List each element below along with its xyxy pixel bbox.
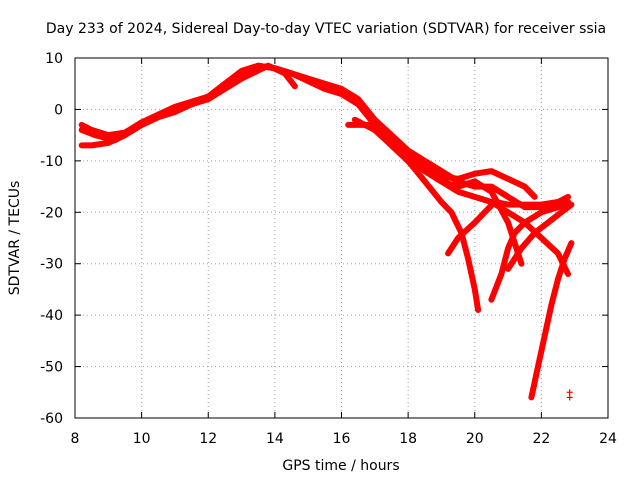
series-arc-6: [388, 142, 482, 313]
y-tick-label: -10: [40, 154, 63, 170]
y-tick-label: -40: [40, 308, 63, 324]
series-arc-10: [505, 201, 575, 272]
chart-title: Day 233 of 2024, Sidereal Day-to-day VTE…: [46, 21, 606, 37]
plus-marker: [566, 389, 573, 396]
x-tick-label: 14: [266, 431, 284, 447]
x-axis-label: GPS time / hours: [282, 458, 399, 474]
x-tick-label: 20: [466, 431, 484, 447]
x-tick-label: 16: [333, 431, 351, 447]
y-tick-label: -50: [40, 360, 63, 376]
ticks: [74, 57, 609, 419]
series-arc-9: [528, 240, 575, 401]
series-arc-4: [345, 121, 571, 277]
series-arc-1: [78, 62, 538, 200]
y-tick-label: -30: [40, 257, 63, 273]
y-tick-label: 0: [54, 102, 63, 118]
x-tick-labels: 8 10 12 14 16 18 20 22 24: [71, 431, 617, 447]
y-axis-label: SDTVAR / TECUs: [7, 181, 23, 296]
x-tick-label: 8: [71, 431, 80, 447]
x-tick-label: 24: [599, 431, 617, 447]
plus-marker: [566, 394, 573, 401]
y-tick-labels: -60 -50 -40 -30 -20 -10 0 10: [40, 51, 63, 427]
y-tick-label: -20: [40, 205, 63, 221]
y-tick-label: -60: [40, 411, 63, 427]
y-tick-label: 10: [45, 51, 63, 67]
x-tick-label: 12: [199, 431, 217, 447]
series-arc-8: [488, 199, 571, 303]
x-tick-label: 10: [133, 431, 151, 447]
x-tick-label: 22: [532, 431, 550, 447]
series-layer: [78, 62, 575, 401]
series-arc-7: [445, 193, 571, 257]
x-tick-label: 18: [399, 431, 417, 447]
series-arc-3: [78, 62, 298, 144]
